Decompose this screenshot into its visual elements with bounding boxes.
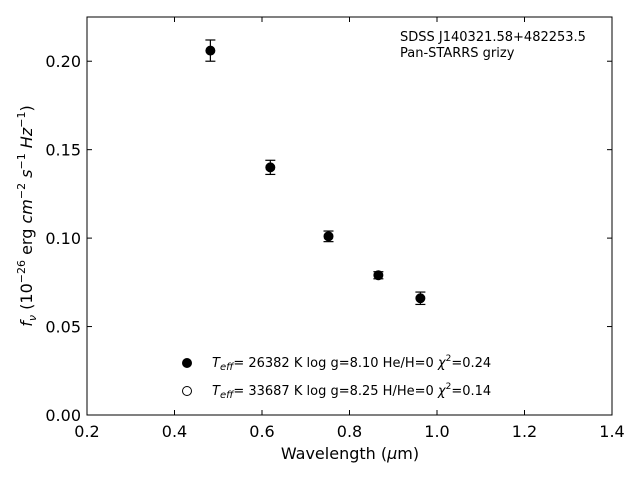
- legend-entry-1: Teff= 26382 K log g=8.10 He/H=0 χ2=0.24: [212, 354, 491, 373]
- x-tick-label: 0.2: [74, 422, 99, 441]
- x-tick-label: 1.0: [424, 422, 449, 441]
- data-point: [415, 293, 426, 304]
- y-tick-label: 0.00: [45, 406, 81, 425]
- data-point: [323, 231, 334, 242]
- x-axis-label: Wavelength (μm): [281, 444, 419, 463]
- y-tick-label: 0.05: [45, 318, 81, 337]
- data-point: [205, 45, 216, 56]
- legend: Teff= 26382 K log g=8.10 He/H=0 χ2=0.24 …: [182, 354, 491, 401]
- x-axis-ticks: 0.2 0.4 0.6 0.8 1.0 1.2 1.4: [74, 17, 625, 441]
- y-tick-label: 0.10: [45, 229, 81, 248]
- annotation-survey: Pan-STARRS grizy: [400, 46, 515, 61]
- y-tick-label: 0.20: [45, 52, 81, 71]
- annotation-object: SDSS J140321.58+482253.5: [400, 30, 586, 45]
- x-tick-label: 0.4: [162, 422, 187, 441]
- x-tick-label: 0.6: [249, 422, 274, 441]
- legend-entry-2: Teff= 33687 K log g=8.25 H/He=0 χ2=0.14: [212, 382, 491, 401]
- x-tick-label: 1.4: [599, 422, 624, 441]
- x-tick-label: 0.8: [337, 422, 362, 441]
- data-point: [373, 270, 384, 281]
- x-tick-label: 1.2: [512, 422, 537, 441]
- legend-marker-filled: [182, 358, 192, 368]
- y-tick-label: 0.15: [45, 141, 81, 160]
- y-axis-ticks: 0.00 0.05 0.10 0.15 0.20: [45, 52, 612, 425]
- y-axis-label: fν (10−26 erg cm−2 s−1 Hz−1): [15, 105, 39, 326]
- data-point: [265, 162, 276, 173]
- data-points: [205, 39, 426, 306]
- legend-marker-open: [182, 386, 192, 396]
